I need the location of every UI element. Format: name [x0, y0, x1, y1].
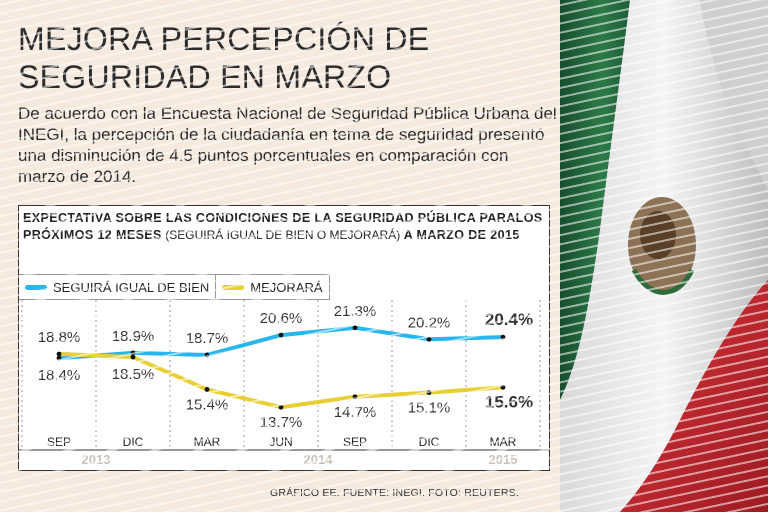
x-tick-label: SEP [343, 435, 367, 449]
year-label: 2014 [304, 452, 334, 467]
mexican-flag-image [560, 0, 768, 512]
chart-card: Expectativa sobre las condiciones de la … [18, 205, 550, 471]
data-label: 18.8% [38, 329, 81, 346]
data-label: 20.2% [408, 314, 451, 331]
legend-item-seguira: SEGUIRÁ IGUAL DE BIEN [19, 274, 217, 300]
x-tick-label: MAR [194, 435, 221, 449]
data-label: 15.6% [485, 392, 533, 411]
legend-item-mejorara: MEJORARÁ [216, 274, 330, 300]
headline: MEJORA PERCEPCIÓN DE SEGURIDAD EN MARZO [18, 21, 430, 95]
legend-label-seguira: SEGUIRÁ IGUAL DE BIEN [53, 279, 210, 295]
data-label: 18.7% [186, 330, 229, 347]
data-label: 15.1% [408, 400, 451, 417]
flag-photo [560, 0, 768, 512]
x-tick-label: SEP [47, 435, 71, 449]
chart-title-tail: a marzo de 2015 [403, 228, 520, 242]
data-point [500, 334, 506, 340]
x-tick-label: DIC [123, 435, 144, 449]
data-point [130, 354, 136, 360]
data-point [352, 325, 358, 331]
data-point [56, 355, 62, 361]
data-point [278, 404, 284, 410]
lede-paragraph: De acuerdo con la Encuesta Nacional de S… [18, 104, 557, 186]
data-label: 18.9% [112, 328, 155, 345]
chart-title-paren: (seguirá igual de bien o mejorará) [165, 228, 401, 242]
data-point [204, 352, 210, 358]
line-chart: SEP DIC MAR JUN SEP DIC MAR 2013 2014 2015 18.4% 18… [19, 300, 549, 467]
infographic-panel: MEJORA PERCEPCIÓN DE SEGURIDAD EN MARZO … [18, 21, 557, 499]
data-label: 20.4% [485, 310, 533, 329]
year-label: 2013 [82, 452, 111, 467]
data-point [56, 351, 62, 357]
data-label: 14.7% [334, 404, 377, 421]
data-label: 21.3% [334, 303, 377, 320]
data-label: 18.5% [112, 366, 155, 383]
data-label: 18.4% [38, 367, 81, 384]
data-point [426, 390, 432, 395]
coat-of-arms-icon [628, 197, 696, 295]
chart-legend: SEGUIRÁ IGUAL DE BIEN MEJORARÁ [19, 274, 330, 300]
x-tick-label: DIC [419, 435, 440, 449]
chart-title: Expectativa sobre las condiciones de la … [23, 210, 543, 244]
legend-swatch-seguira [25, 284, 47, 290]
source-credit: GRÁFICO EE. FUENTE: INEGI. FOTO: REUTERS… [270, 487, 519, 499]
data-point [500, 384, 506, 390]
year-label: 2015 [489, 452, 518, 467]
x-tick-label: MAR [490, 435, 517, 449]
data-label: 20.6% [260, 310, 303, 327]
data-point [278, 332, 284, 338]
data-point [130, 350, 136, 356]
data-point [352, 394, 358, 400]
legend-label-mejorara: MEJORARÁ [250, 279, 323, 295]
data-label: 13.7% [260, 414, 303, 431]
data-point [426, 336, 432, 342]
data-point [204, 387, 210, 392]
legend-swatch-mejorara [222, 284, 245, 290]
data-label: 15.4% [186, 396, 229, 413]
x-tick-label: JUN [269, 435, 292, 449]
